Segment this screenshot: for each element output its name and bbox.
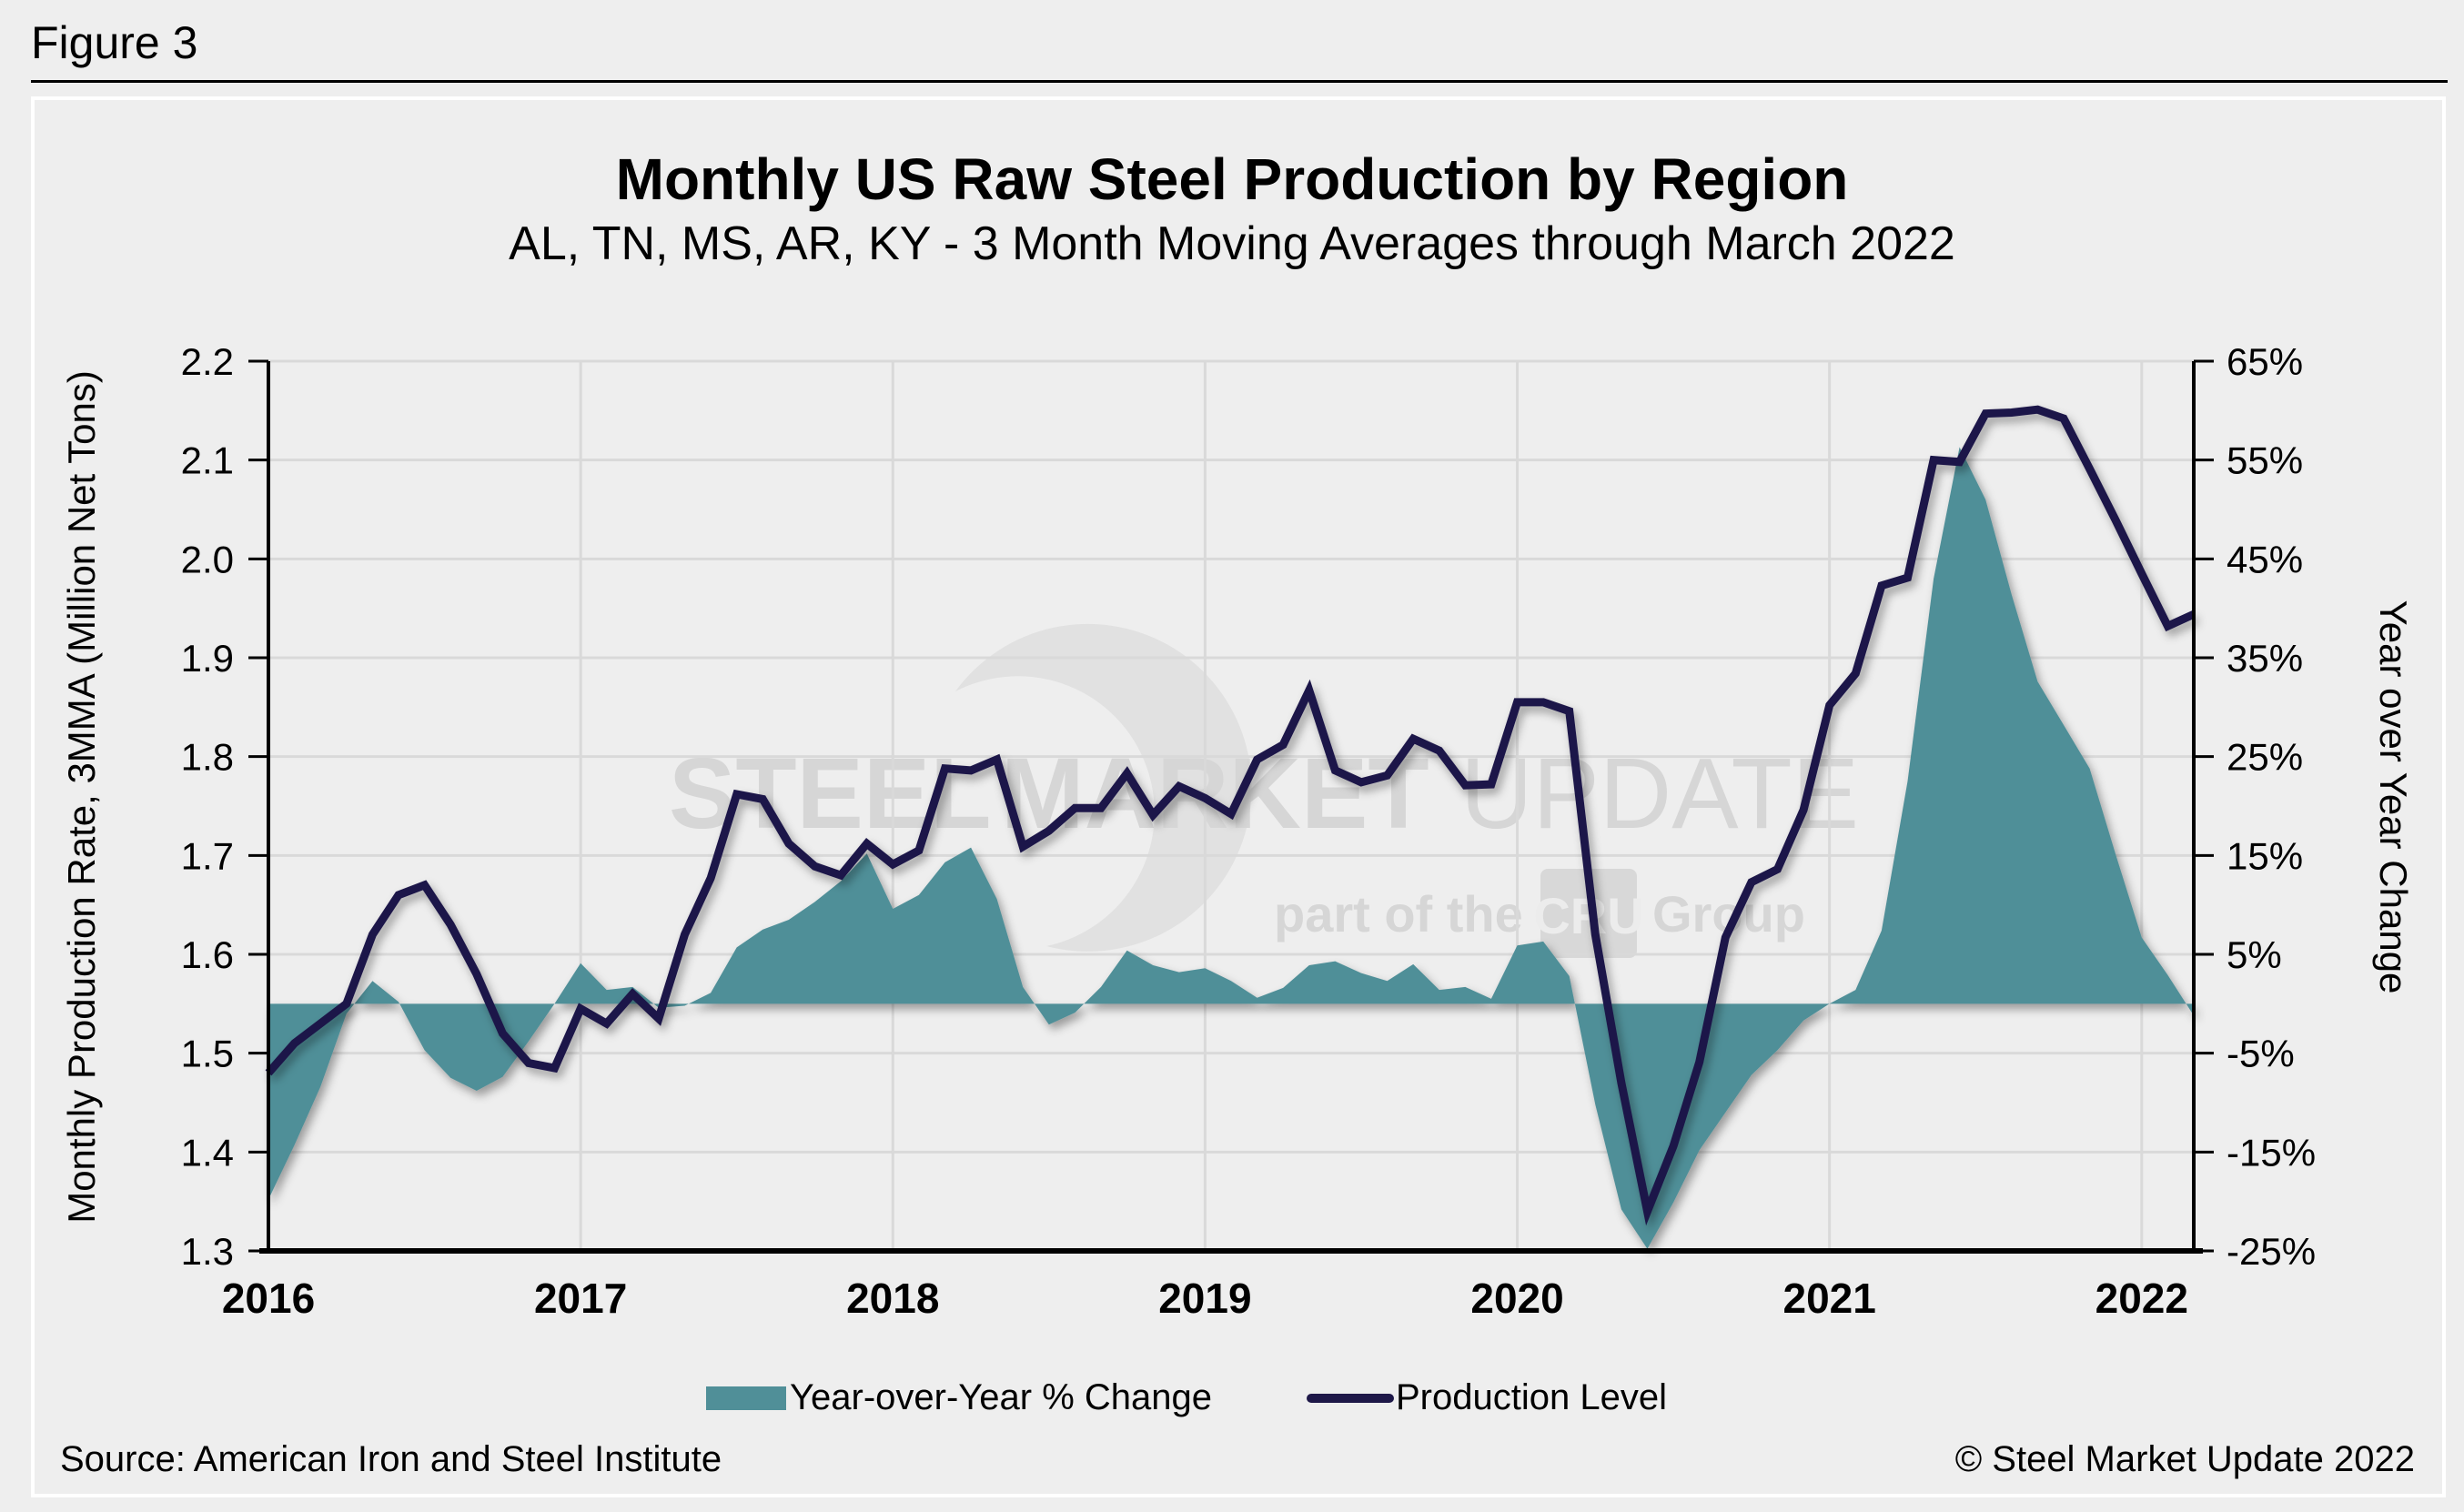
chart-subtitle: AL, TN, MS, AR, KY - 3 Month Moving Aver… [509, 217, 1955, 270]
legend: Year-over-Year % Change Production Level [0, 1377, 2464, 1423]
figure-divider [31, 80, 2448, 83]
watermark-brand-market: MARKET [1001, 738, 1429, 850]
x-tick-label: 2020 [1470, 1275, 1563, 1322]
y2-tick-label: 15% [2227, 834, 2303, 877]
y2-axis-title: Year over Year Change [2372, 600, 2415, 994]
x-tick-label: 2016 [222, 1275, 315, 1322]
y2-tick-label: 35% [2227, 637, 2303, 680]
y-tick-label: 2.0 [181, 538, 234, 580]
chart-title: Monthly US Raw Steel Production by Regio… [615, 146, 1849, 212]
y-tick-label: 1.8 [181, 736, 234, 779]
y2-tick-label: -15% [2227, 1131, 2316, 1174]
watermark-swoosh [955, 623, 1252, 952]
y-tick-label: 1.7 [181, 834, 234, 877]
yoy-area [268, 447, 2194, 1249]
legend-label-production: Production Level [1396, 1377, 1667, 1417]
production-line [265, 405, 2196, 1226]
y-axis-title: Monthly Production Rate, 3MMA (Million N… [60, 370, 103, 1224]
legend-label-yoy: Year-over-Year % Change [790, 1377, 1213, 1417]
y2-tick-label: 45% [2227, 538, 2303, 580]
watermark-brand-bold: STEEL [669, 738, 992, 850]
y2-tick-label: 5% [2227, 933, 2282, 976]
y-tick-label: 1.6 [181, 933, 234, 976]
y-tick-label: 2.2 [181, 340, 234, 383]
y-tick-label: 1.9 [181, 637, 234, 680]
figure-label: Figure 3 [31, 17, 198, 68]
legend-item-yoy: Year-over-Year % Change [706, 1377, 1212, 1418]
legend-item-production: Production Level [1307, 1377, 1667, 1418]
legend-swatch-area-icon [706, 1386, 786, 1410]
x-tick-label: 2018 [846, 1275, 939, 1322]
legend-swatch-line-icon [1307, 1393, 1394, 1403]
x-tick-label: 2022 [2095, 1275, 2188, 1322]
watermark-cru-logo-box [1540, 869, 1637, 958]
y-tick-label: 1.5 [181, 1033, 234, 1075]
x-tick-label: 2017 [534, 1275, 627, 1322]
y-tick-label: 2.1 [181, 439, 234, 482]
axis-labels: 1.3 1.4 1.5 1.6 1.7 1.8 1.9 2.0 2.1 2.2 -25% -15% -5… [181, 340, 2316, 1322]
y2-tick-label: -5% [2227, 1033, 2295, 1075]
y2-tick-label: 65% [2227, 340, 2303, 383]
x-tick-label: 2021 [1783, 1275, 1876, 1322]
axes [248, 359, 2214, 1254]
source-note: Source: American Iron and Steel Institut… [60, 1439, 722, 1479]
y2-tick-label: -25% [2227, 1230, 2316, 1273]
y2-tick-label: 25% [2227, 736, 2303, 779]
x-tick-label: 2019 [1158, 1275, 1251, 1322]
watermark-tagline-prefix: part of the [1274, 885, 1523, 942]
gridlines [268, 359, 2194, 1251]
copyright-note: © Steel Market Update 2022 [1954, 1439, 2415, 1479]
y2-tick-label: 55% [2227, 439, 2303, 482]
watermark-brand-light: UPDATE [1460, 738, 1859, 850]
y-tick-label: 1.4 [181, 1131, 234, 1174]
production-line-layer [265, 405, 2196, 1226]
y-tick-label: 1.3 [181, 1230, 234, 1273]
yoy-area-layer [268, 447, 2194, 1249]
